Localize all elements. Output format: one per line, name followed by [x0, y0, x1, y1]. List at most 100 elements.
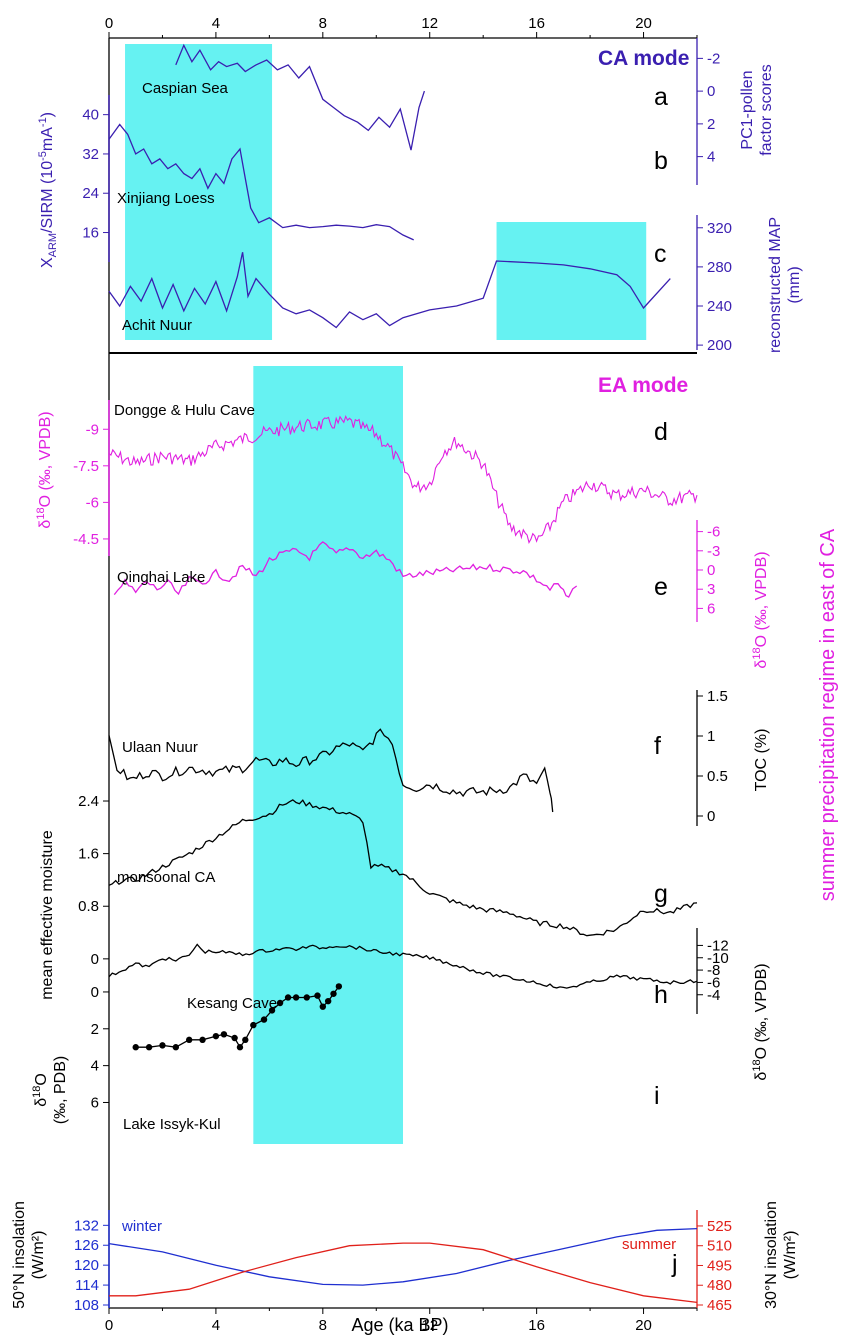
y-tick-label-e: 6	[707, 600, 715, 617]
y-tick-label-c: 200	[707, 337, 732, 354]
series-label-dongge: Dongge & Hulu Cave	[114, 402, 255, 419]
y-tick-label-g: 0.8	[78, 898, 99, 915]
pc1-axis-title: PC1-pollen factor scores	[739, 64, 775, 156]
kesang-axis-title: δ18O (‰, VPDB)	[751, 963, 770, 1080]
series-label-caspian: Caspian Sea	[142, 80, 229, 97]
svg-text:δ18O (‰, VPDB): δ18O (‰, VPDB)	[35, 411, 54, 528]
dongge-delta: δ	[37, 520, 54, 529]
pc1-axis-title-line1: PC1-pollen	[739, 70, 756, 149]
y-tick-label-b: 16	[82, 225, 99, 242]
issyk-marker	[335, 983, 343, 990]
issyk-marker	[159, 1042, 166, 1049]
issyk-marker	[132, 1044, 139, 1051]
svg-text:δ18O (‰, VPDB): δ18O (‰, VPDB)	[751, 963, 770, 1080]
series-line-winter	[108, 1227, 698, 1286]
panel-letter-e: e	[654, 573, 668, 601]
ins50-line1: 50°N insolation	[11, 1201, 28, 1309]
series-label-ulaan: Ulaan Nuur	[122, 739, 198, 756]
ca-mode-title: CA mode	[598, 47, 689, 70]
y-tick-label-i: 2	[91, 1021, 99, 1038]
right-title-text: summer precipitation regime in east of C…	[817, 528, 839, 901]
xarm-x: X	[39, 257, 56, 268]
svg-text:δ18O: δ18O	[31, 1073, 50, 1107]
qinghai-sup: 18	[751, 647, 763, 659]
map-axis-title: reconstructed MAP (mm)	[767, 217, 803, 353]
y-tick-label-e: -3	[707, 543, 720, 560]
series-line-ulaan-nuur	[108, 728, 554, 813]
y-tick-label-h: -6	[707, 974, 720, 991]
y-tick-label-g: 0	[91, 951, 99, 968]
y-tick-label-b: 32	[82, 146, 99, 163]
issyk-marker	[212, 1032, 220, 1040]
qinghai-axis-title: δ18O (‰, VPDB)	[751, 551, 770, 668]
y-tick-label-js: 495	[707, 1257, 732, 1274]
issyk-marker	[199, 1036, 206, 1044]
y-tick-label-d: -9	[86, 421, 99, 438]
series-line-summer	[109, 1242, 698, 1304]
kesang-sup: 18	[751, 1059, 763, 1071]
x-tick-label-4: 4	[212, 1317, 220, 1334]
series-line-monsoonal-ca	[108, 799, 698, 937]
x-tick-label-20: 20	[635, 1317, 652, 1334]
y-tick-label-jw: 126	[74, 1237, 99, 1254]
y-tick-label-c: 280	[707, 259, 732, 276]
issyk-marker	[242, 1036, 249, 1044]
issyk-marker	[292, 994, 300, 1001]
y-tick-label-e: 0	[707, 562, 715, 579]
ins50-axis-title: 50°N insolation (W/m²)	[11, 1201, 47, 1309]
ins30-line1: 30°N insolation	[763, 1201, 780, 1309]
moisture-axis-title-text: mean effective moisture	[39, 830, 56, 1000]
issyk-delta: δ	[33, 1098, 50, 1107]
xarm-sub: ARM	[47, 233, 59, 257]
panel-letter-c: c	[654, 240, 667, 268]
y-tick-label-jw: 132	[74, 1217, 99, 1234]
issyk-o: O	[33, 1073, 50, 1085]
issyk-marker	[303, 994, 310, 1001]
series-label-winter: winter	[121, 1218, 162, 1235]
series-label-monsoonal: monsoonal CA	[117, 869, 215, 886]
y-tick-label-js: 525	[707, 1218, 732, 1235]
panel-letter-h: h	[654, 981, 668, 1009]
y-tick-label-jw: 120	[74, 1257, 99, 1274]
x-tick-label-12: 12	[421, 1317, 438, 1334]
ins50-line2: (W/m²)	[30, 1231, 47, 1280]
y-tick-label-jw: 108	[74, 1297, 99, 1314]
panel-letter-f: f	[654, 732, 661, 760]
panel-letter-b: b	[654, 147, 668, 175]
y-tick-label-f: 0	[707, 808, 715, 825]
y-tick-label-g: 2.4	[78, 793, 99, 810]
top-x-tick-label-4: 4	[212, 15, 220, 32]
series-label-summer: summer	[622, 1236, 676, 1253]
issyk-sup: 18	[31, 1086, 43, 1098]
issyk-axis-title: δ18O (‰, PDB)	[31, 1056, 69, 1124]
y-tick-label-f: 1.5	[707, 688, 728, 705]
top-x-tick-label-20: 20	[635, 15, 652, 32]
x-tick-label-0: 0	[105, 1317, 113, 1334]
svg-text:XARM/SIRM (10-5mA-1): XARM/SIRM (10-5mA-1)	[37, 112, 59, 268]
ea-shade-0	[253, 366, 403, 1144]
y-tick-label-js: 465	[707, 1297, 732, 1314]
xarm-axis-title: XARM/SIRM (10-5mA-1)	[37, 112, 59, 268]
y-tick-label-a: 2	[707, 116, 715, 133]
y-tick-label-e: 3	[707, 581, 715, 598]
y-tick-label-i: 6	[91, 1094, 99, 1111]
series-label-xinjiang: Xinjiang Loess	[117, 190, 215, 207]
y-tick-label-jw: 114	[75, 1277, 99, 1294]
dongge-rest: O (‰, VPDB)	[37, 411, 54, 507]
panel-letter-i: i	[654, 1082, 660, 1110]
issyk-marker	[172, 1044, 180, 1051]
y-tick-label-b: 24	[82, 185, 99, 202]
y-tick-label-i: 4	[91, 1058, 99, 1075]
y-tick-label-f: 0.5	[707, 768, 728, 785]
ins30-line2: (W/m²)	[782, 1231, 799, 1280]
kesang-rest: O (‰, VPDB)	[753, 963, 770, 1059]
series-line-qinghai-lake	[113, 541, 578, 598]
y-tick-label-h: -8	[707, 962, 720, 979]
y-tick-label-e: -6	[707, 524, 720, 541]
y-tick-label-c: 240	[707, 298, 732, 315]
shaded-intervals	[125, 44, 647, 1144]
top-x-tick-label-8: 8	[319, 15, 327, 32]
dongge-sup: 18	[35, 507, 47, 519]
top-x-tick-label-0: 0	[105, 15, 113, 32]
